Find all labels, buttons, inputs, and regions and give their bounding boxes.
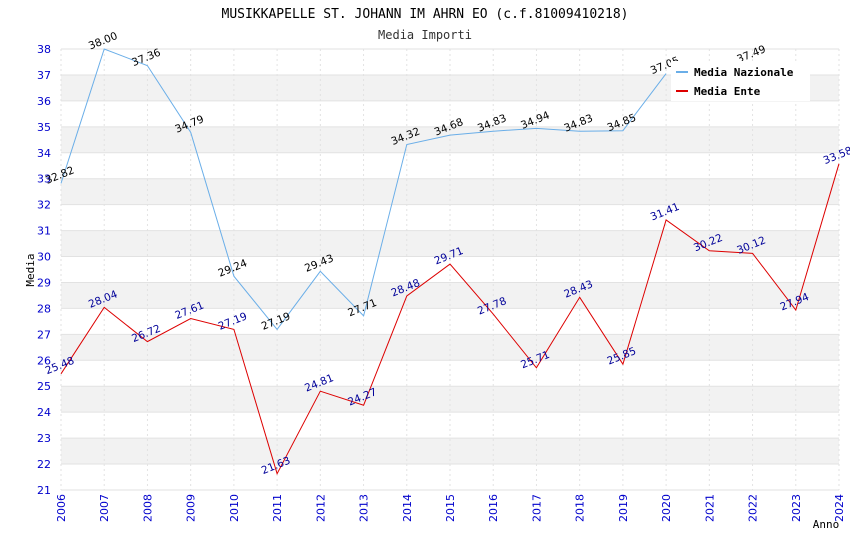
x-tick-label: 2008: [141, 494, 154, 522]
y-tick-label: 23: [37, 432, 51, 445]
legend-entry: Media Nazionale: [694, 66, 794, 79]
x-tick-label: 2018: [574, 494, 587, 522]
x-tick-label: 2009: [185, 494, 198, 522]
x-tick-label: 2016: [487, 494, 500, 522]
y-axis-ticks: 21 22 23 24 25 26 27 28 29 30 31 32 33 34 35 36 37 38: [37, 43, 51, 497]
y-tick-label: 28: [37, 302, 51, 315]
x-tick-label: 2015: [444, 494, 457, 522]
x-tick-label: 2014: [401, 494, 414, 522]
y-tick-label: 38: [37, 43, 51, 56]
x-tick-label: 2007: [98, 494, 111, 522]
y-tick-label: 27: [37, 328, 51, 341]
legend-box: [671, 61, 810, 101]
x-tick-label: 2023: [790, 494, 803, 522]
chart-title: MUSIKKAPELLE ST. JOHANN IM AHRN EO (c.f.…: [222, 7, 629, 22]
y-tick-label: 29: [37, 276, 51, 289]
series-lines: [60, 48, 840, 476]
x-tick-label: 2017: [530, 494, 543, 522]
series-line-0: [60, 48, 667, 331]
y-tick-label: 26: [37, 354, 51, 367]
x-tick-label: 2019: [617, 494, 630, 522]
x-tick-label: 2022: [747, 494, 760, 522]
y-tick-label: 36: [37, 95, 51, 108]
x-tick-label: 2011: [271, 494, 284, 522]
x-axis-label: Anno: [813, 518, 840, 531]
x-tick-label: 2006: [55, 494, 68, 522]
x-tick-label: 2013: [358, 494, 371, 522]
y-tick-label: 34: [37, 147, 51, 160]
x-axis-ticks: 2006 2007 2008 2009 2010 2011 2012 2013 2014 2015…: [55, 494, 846, 522]
grid-bands: [60, 48, 840, 491]
grid-band: [61, 334, 839, 361]
y-tick-label: 35: [37, 121, 51, 134]
legend: Media Nazionale Media Ente: [671, 61, 810, 101]
y-tick-label: 30: [37, 251, 51, 264]
y-tick-label: 21: [37, 484, 51, 497]
x-tick-label: 2020: [660, 494, 673, 522]
y-tick-label: 31: [37, 225, 51, 238]
y-tick-label: 32: [37, 199, 51, 212]
y-tick-label: 25: [37, 380, 51, 393]
y-tick-label: 37: [37, 69, 51, 82]
y-tick-label: 24: [37, 406, 51, 419]
x-tick-label: 2024: [833, 494, 846, 522]
x-tick-label: 2012: [314, 494, 327, 522]
series-line-1: [60, 163, 840, 476]
x-tick-label: 2021: [703, 494, 716, 522]
y-tick-label: 33: [37, 173, 51, 186]
legend-entry: Media Ente: [694, 85, 761, 98]
data-label: 29.24: [217, 257, 250, 280]
chart-subtitle: Media Importi: [378, 28, 472, 42]
y-tick-label: 22: [37, 458, 51, 471]
y-axis-label: Media: [24, 253, 37, 286]
x-tick-label: 2010: [228, 494, 241, 522]
